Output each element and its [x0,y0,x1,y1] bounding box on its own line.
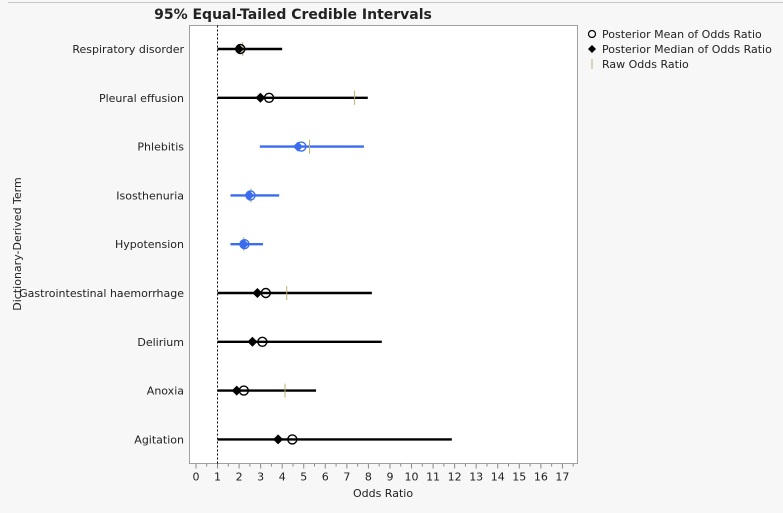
row-label: Pleural effusion [99,92,184,105]
row-label: Hypotension [115,238,184,251]
posterior-median-marker [255,92,266,103]
x-tick-label: 12 [448,471,462,484]
interval-row: Gastrointestinal haemorrhage [19,286,372,300]
x-tick-label: 14 [491,471,505,484]
legend-label: Posterior Median of Odds Ratio [602,43,772,56]
x-tick-label: 8 [365,471,372,484]
y-axis-label: Dictionary-Derived Term [11,177,24,310]
posterior-mean-marker [287,434,298,445]
chart-title: 95% Equal-Tailed Credible Intervals [154,7,432,23]
x-tick-label: 4 [279,471,286,484]
posterior-median-marker [252,288,263,298]
posterior-median-marker [292,141,303,152]
x-tick-label: 11 [426,471,440,484]
legend-label: Posterior Mean of Odds Ratio [602,28,762,41]
legend-label: Raw Odds Ratio [602,58,689,71]
x-tick-label: 1 [214,471,221,484]
x-tick-label: 2 [236,471,243,484]
posterior-median-marker [231,385,242,396]
x-tick-label: 16 [534,471,548,484]
posterior-median-marker [238,239,249,250]
posterior-median-marker [244,190,255,201]
posterior-median-marker [233,44,244,54]
x-tick-label: 7 [343,471,350,484]
row-label: Anoxia [147,385,184,398]
x-tick-label: 10 [405,471,419,484]
interval-row: Pleural effusion [99,90,368,105]
x-axis-label: Odds Ratio [353,487,413,500]
row-label: Delirium [137,336,184,349]
x-tick-label: 17 [555,471,569,484]
row-label: Gastrointestinal haemorrhage [19,287,184,300]
interval-row: Phlebitis [137,139,364,154]
x-tick-label: 0 [192,471,199,484]
interval-row: Anoxia [147,383,317,398]
x-tick-label: 13 [469,471,483,484]
row-label: Phlebitis [137,141,184,154]
x-tick-label: 9 [386,471,393,484]
interval-row: Delirium [137,336,382,349]
posterior-median-marker [273,434,284,445]
legend: Posterior Mean of Odds Ratio Posterior Me… [587,28,772,71]
row-label: Isosthenuria [116,189,184,202]
interval-row: Hypotension [115,237,264,252]
x-tick-label: 5 [300,471,307,484]
interval-row: Isosthenuria [116,188,280,203]
x-tick-label: 3 [257,471,264,484]
x-tick-label: 6 [322,471,329,484]
legend-mean-icon [587,29,597,39]
row-label: Respiratory disorder [72,43,184,56]
row-label: Agitation [134,433,184,446]
interval-row: Agitation [134,433,452,446]
x-tick-label: 15 [512,471,526,484]
legend-median-icon [588,45,596,53]
posterior-median-marker [247,336,258,347]
posterior-mean-marker [257,336,268,347]
interval-row: Respiratory disorder [72,42,283,56]
